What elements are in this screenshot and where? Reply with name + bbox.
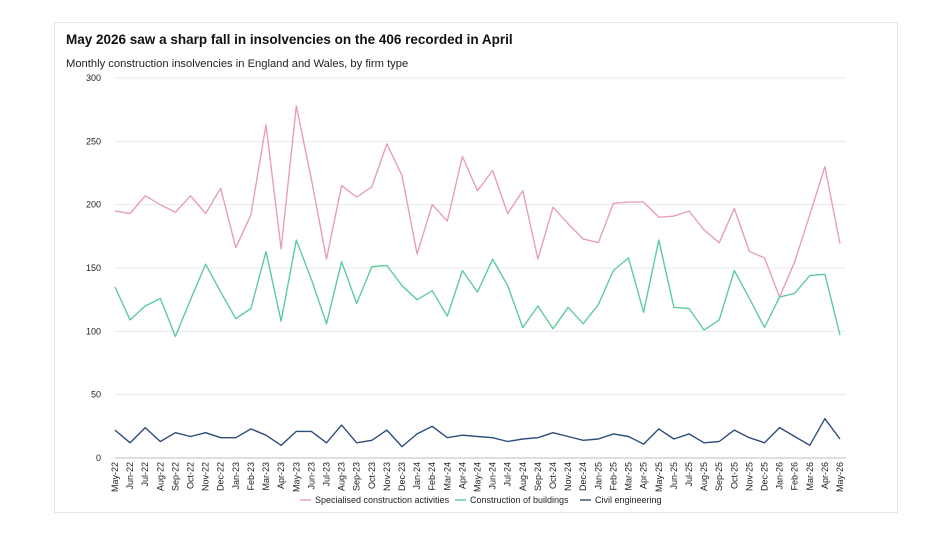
x-tick-label: Nov-22 — [201, 462, 211, 491]
x-tick-label: May-25 — [654, 462, 664, 492]
x-tick-label: Dec-25 — [759, 462, 769, 491]
x-tick-label: Mar-25 — [624, 462, 634, 491]
x-tick-label: Aug-22 — [155, 462, 165, 491]
x-tick-label: Sep-25 — [714, 462, 724, 491]
x-tick-label: Nov-25 — [744, 462, 754, 491]
x-tick-label: May-24 — [473, 462, 483, 492]
x-tick-label: Jan-24 — [412, 462, 422, 490]
x-tick-label: Jul-25 — [684, 462, 694, 487]
series-line — [114, 418, 841, 448]
x-tick-label: Feb-24 — [427, 462, 437, 491]
x-tick-label: Aug-25 — [699, 462, 709, 491]
x-tick-label: Oct-24 — [548, 462, 558, 489]
x-tick-label: Oct-23 — [367, 462, 377, 489]
y-tick-label: 0 — [96, 453, 101, 463]
x-tick-label: Apr-26 — [820, 462, 830, 489]
series-line — [114, 239, 841, 338]
series-line — [114, 105, 841, 298]
x-tick-label: Dec-23 — [397, 462, 407, 491]
x-tick-label: Aug-24 — [518, 462, 528, 491]
x-tick-label: Feb-26 — [790, 462, 800, 491]
x-tick-label: Jan-26 — [775, 462, 785, 490]
x-tick-label: May-22 — [110, 462, 120, 492]
x-tick-label: Sep-22 — [170, 462, 180, 491]
x-tick-label: Jul-22 — [140, 462, 150, 487]
x-tick-label: May-26 — [835, 462, 845, 492]
y-tick-label: 100 — [86, 326, 101, 336]
x-tick-label: May-23 — [291, 462, 301, 492]
x-tick-label: Nov-23 — [382, 462, 392, 491]
x-tick-label: Sep-24 — [533, 462, 543, 491]
legend-label: Specialised construction activities — [315, 495, 450, 505]
x-tick-label: Dec-24 — [578, 462, 588, 491]
chart-subtitle: Monthly construction insolvencies in Eng… — [66, 58, 409, 70]
x-tick-label: Feb-25 — [608, 462, 618, 491]
x-tick-label: Apr-25 — [639, 462, 649, 489]
x-tick-label: Mar-24 — [442, 462, 452, 491]
x-tick-label: Nov-24 — [563, 462, 573, 491]
x-tick-label: Jan-23 — [231, 462, 241, 490]
x-tick-label: Mar-26 — [805, 462, 815, 491]
x-tick-label: Jul-24 — [503, 462, 513, 487]
x-tick-label: Apr-24 — [457, 462, 467, 489]
chart-title: May 2026 saw a sharp fall in insolvencie… — [66, 32, 513, 47]
x-tick-label: Jan-25 — [593, 462, 603, 490]
y-tick-label: 200 — [86, 200, 101, 210]
x-tick-label: Jun-25 — [669, 462, 679, 490]
y-tick-label: 150 — [86, 263, 101, 273]
x-tick-label: Mar-23 — [261, 462, 271, 491]
x-tick-label: Sep-23 — [352, 462, 362, 491]
y-tick-label: 300 — [86, 73, 101, 83]
y-tick-label: 50 — [91, 390, 101, 400]
y-tick-label: 250 — [86, 136, 101, 146]
x-tick-label: Jun-22 — [125, 462, 135, 490]
x-tick-label: Oct-25 — [729, 462, 739, 489]
x-tick-label: Jun-23 — [306, 462, 316, 490]
x-tick-label: Feb-23 — [246, 462, 256, 491]
legend-label: Construction of buildings — [470, 495, 569, 505]
x-tick-label: Aug-23 — [337, 462, 347, 491]
x-tick-label: Jun-24 — [488, 462, 498, 490]
x-tick-label: Oct-22 — [186, 462, 196, 489]
x-tick-label: Jul-23 — [321, 462, 331, 487]
x-tick-label: Dec-22 — [216, 462, 226, 491]
legend-label: Civil engineering — [595, 495, 662, 505]
x-tick-label: Apr-23 — [276, 462, 286, 489]
